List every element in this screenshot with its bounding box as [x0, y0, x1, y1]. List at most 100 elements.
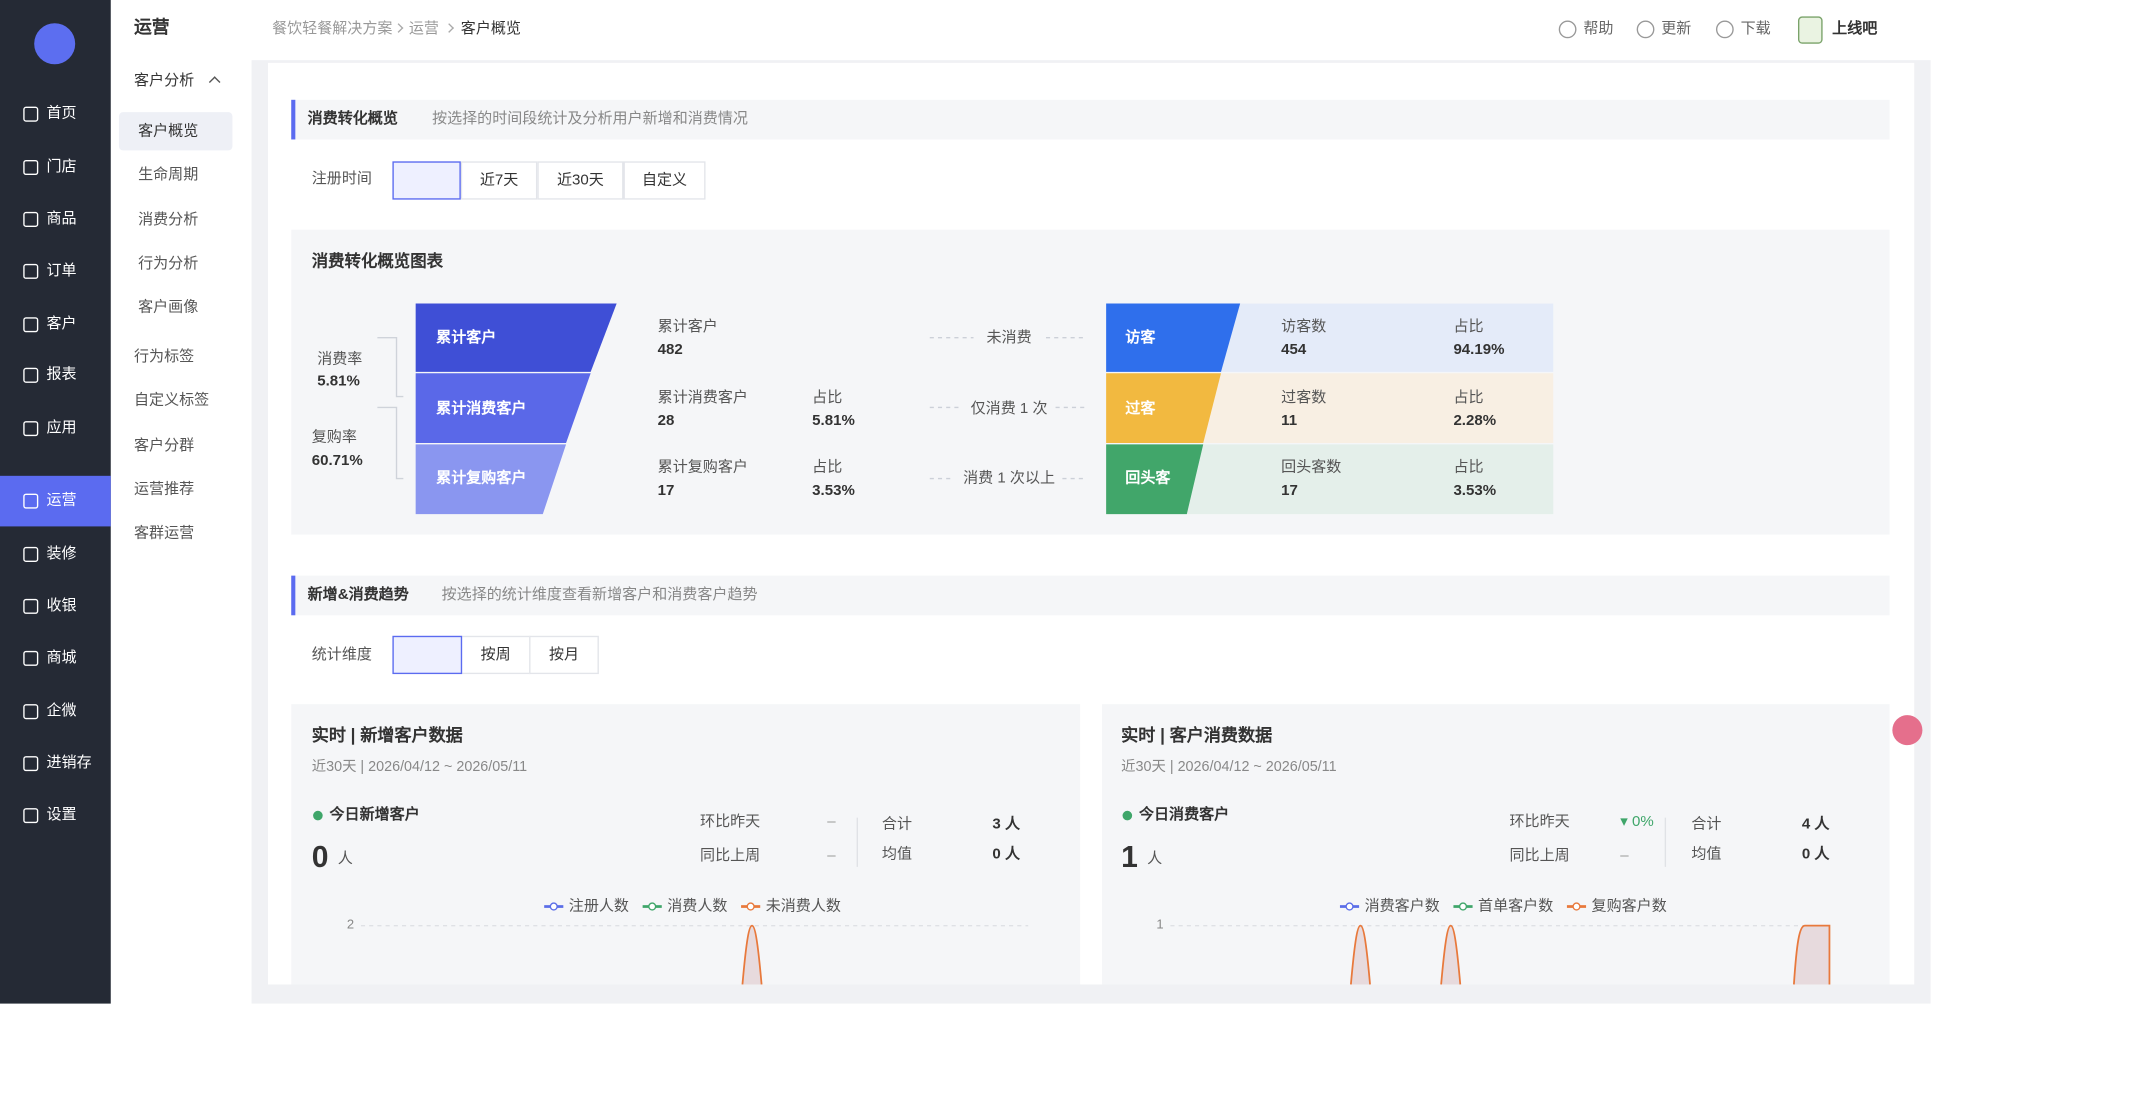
- nav-item[interactable]: 运营: [46, 492, 77, 509]
- filter-button[interactable]: [529, 635, 599, 675]
- nav-icon[interactable]: [23, 704, 39, 720]
- nav-icon[interactable]: [23, 808, 39, 824]
- subnav-item[interactable]: 客户分群: [133, 436, 195, 454]
- compare-value: –: [827, 847, 836, 865]
- today-label: 今日新增客户: [329, 806, 420, 824]
- subnav-item[interactable]: 运营推荐: [133, 481, 195, 498]
- nav-item[interactable]: 设置: [46, 806, 77, 824]
- stat-label: 合计: [881, 816, 912, 833]
- stat-value: 0 人: [992, 846, 1021, 863]
- breadcrumb[interactable]: 餐饮轻餐解决方案: [272, 20, 393, 37]
- legend-dot: [1572, 902, 1581, 911]
- type-shape: [1106, 303, 1241, 372]
- legend-item[interactable]: 注册人数: [568, 898, 629, 915]
- breadcrumb[interactable]: 运营: [408, 20, 439, 37]
- metric-label: 累计客户: [657, 318, 718, 335]
- rate-label: 消费率: [317, 351, 363, 368]
- action-icon[interactable]: [1715, 20, 1734, 39]
- nav-icon[interactable]: [23, 211, 39, 227]
- rate-value: 60.71%: [311, 452, 363, 469]
- subnav-item[interactable]: 生命周期: [138, 167, 199, 184]
- filter-label[interactable]: 近30天: [557, 172, 604, 189]
- filter-button[interactable]: [460, 161, 538, 200]
- nav-icon[interactable]: [23, 598, 39, 614]
- stat-value: 4 人: [1801, 816, 1830, 833]
- nav-item[interactable]: 首页: [46, 105, 77, 122]
- nav-item[interactable]: 商城: [46, 649, 77, 666]
- action-icon[interactable]: [1636, 20, 1655, 39]
- rate-label: 复购率: [311, 429, 357, 446]
- legend-item[interactable]: 消费客户数: [1364, 898, 1440, 915]
- avatar[interactable]: [1797, 16, 1823, 44]
- subnav-item[interactable]: 行为标签: [133, 348, 195, 366]
- legend-dot: [1458, 902, 1468, 911]
- stat-label: 合计: [1691, 816, 1722, 833]
- legend-item[interactable]: 首单客户数: [1478, 898, 1554, 915]
- action-icon[interactable]: [1558, 20, 1577, 39]
- filter-button[interactable]: [392, 635, 463, 675]
- nav-item[interactable]: 报表: [46, 366, 77, 383]
- filter-button[interactable]: [623, 161, 706, 200]
- card-range: 近30天 | 2026/04/12 ~ 2026/05/11: [311, 758, 528, 776]
- filter-label[interactable]: 按月: [548, 646, 580, 664]
- nav-icon[interactable]: [23, 493, 39, 509]
- subnav-item[interactable]: 行为分析: [138, 255, 199, 272]
- subnav-item[interactable]: 自定义标签: [133, 392, 210, 410]
- nav-item[interactable]: 应用: [46, 419, 77, 437]
- header-action[interactable]: 帮助: [1583, 20, 1614, 37]
- nav-item[interactable]: 商品: [46, 210, 77, 227]
- subnav-group[interactable]: 客户分析: [133, 72, 195, 89]
- metric-value: 11: [1281, 412, 1298, 429]
- nav-icon[interactable]: [23, 263, 39, 279]
- metric-value: 17: [1281, 482, 1298, 500]
- nav-icon[interactable]: [23, 421, 39, 437]
- legend-dot: [648, 902, 657, 911]
- subnav-item[interactable]: 客群运营: [133, 525, 195, 542]
- legend-dot: [1345, 902, 1354, 911]
- nav-item[interactable]: 门店: [46, 158, 77, 176]
- link-label: 仅消费 1 次: [970, 399, 1048, 417]
- metric-label: 过客数: [1281, 388, 1327, 406]
- filter-button[interactable]: [392, 161, 461, 200]
- card-title: 实时 | 新增客户数据: [311, 726, 463, 746]
- legend-item[interactable]: 复购客户数: [1591, 898, 1667, 915]
- funnel-name: 累计消费客户: [436, 399, 527, 417]
- nav-icon[interactable]: [23, 317, 39, 333]
- legend-item[interactable]: 未消费人数: [765, 898, 841, 915]
- subnav-item[interactable]: 客户画像: [138, 299, 199, 317]
- section-header: [291, 99, 1890, 140]
- funnel-name: 累计复购客户: [436, 470, 527, 487]
- subnav-item[interactable]: 消费分析: [138, 211, 199, 228]
- nav-icon[interactable]: [23, 367, 39, 383]
- nav-icon[interactable]: [23, 546, 39, 562]
- legend-dot: [746, 902, 755, 911]
- nav-item[interactable]: 进销存: [46, 754, 92, 772]
- today-label: 今日消费客户: [1138, 806, 1230, 824]
- funnel-name: 累计客户: [436, 329, 497, 346]
- today-unit: 人: [1147, 850, 1163, 867]
- nav-item[interactable]: 装修: [46, 545, 77, 562]
- nav-icon[interactable]: [23, 650, 39, 666]
- filter-label[interactable]: 近7天: [479, 172, 519, 189]
- nav-icon[interactable]: [23, 159, 39, 176]
- nav-item[interactable]: 客户: [46, 315, 77, 333]
- filter-label[interactable]: 自定义: [641, 172, 688, 189]
- nav-icon[interactable]: [23, 106, 39, 122]
- user-name[interactable]: 上线吧: [1832, 20, 1878, 37]
- header-action[interactable]: 下载: [1740, 20, 1771, 37]
- nav-item[interactable]: 订单: [46, 262, 77, 279]
- nav-item[interactable]: 收银: [46, 597, 77, 614]
- subnav-item[interactable]: 客户概览: [138, 123, 199, 140]
- logo[interactable]: [34, 23, 76, 65]
- filter-button[interactable]: [537, 161, 624, 200]
- header-action[interactable]: 更新: [1661, 20, 1692, 37]
- filter-label[interactable]: 按周: [480, 646, 511, 664]
- legend-dot: [549, 902, 558, 911]
- metric-label: 回头客数: [1281, 459, 1342, 476]
- nav-icon[interactable]: [23, 756, 39, 772]
- ratio-label: 占比: [812, 459, 843, 476]
- nav-item[interactable]: 企微: [46, 702, 77, 720]
- legend-item[interactable]: 消费人数: [667, 898, 728, 915]
- section-title: 消费转化概览: [307, 110, 398, 128]
- float-button[interactable]: [1892, 715, 1923, 746]
